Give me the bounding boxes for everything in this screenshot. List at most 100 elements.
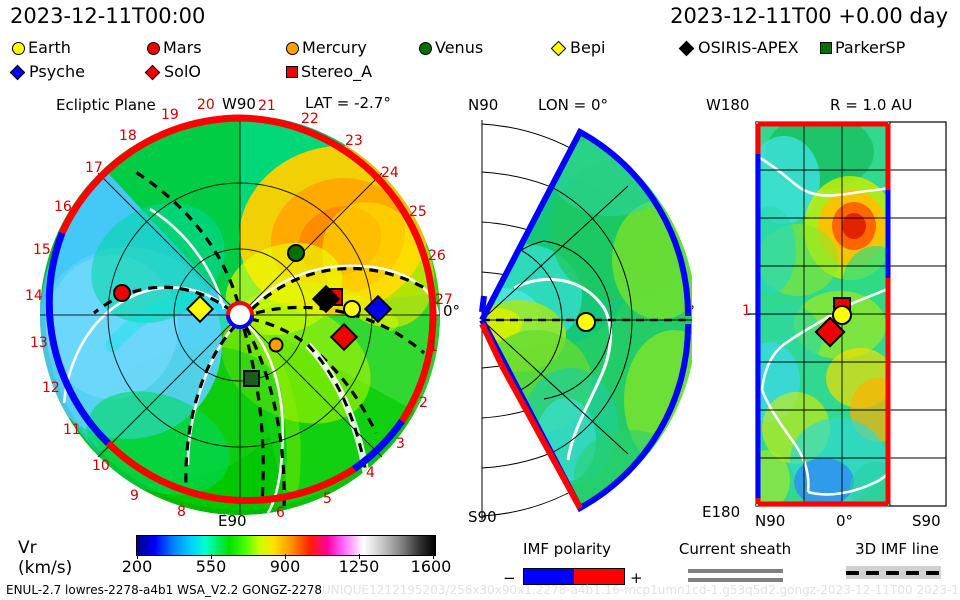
earth-marker-carrington <box>832 305 852 325</box>
colorbar-tick-550: 550 <box>195 557 227 576</box>
legend-item-bepi: Bepi <box>550 38 606 58</box>
current-sheath-line-1 <box>688 569 783 573</box>
bepi-marker <box>185 294 215 324</box>
legend-label: OSIRIS-APEX <box>698 38 799 57</box>
tick-6: 6 <box>276 505 285 521</box>
tick-19: 19 <box>161 107 179 123</box>
parkersp-marker <box>243 370 260 387</box>
ecliptic-heatmap <box>38 113 442 517</box>
imf-3d-line-sample <box>846 566 941 579</box>
legend-label: Psyche <box>29 62 85 81</box>
parkersp-icon <box>820 42 832 54</box>
ecliptic-panel-title: Ecliptic Plane <box>56 96 156 114</box>
legend-label: Earth <box>28 38 71 57</box>
ecliptic-body-markers <box>113 244 393 387</box>
ecliptic-top-label: W90 <box>222 95 256 113</box>
tick-2: 2 <box>419 395 428 411</box>
earth-marker-meridional <box>576 312 596 332</box>
tick-1: 1 <box>429 339 438 355</box>
legend-item-mars: Mars <box>147 38 202 58</box>
colorbar-tick-1600: 1600 <box>410 557 452 576</box>
ecliptic-plane-plot <box>20 105 440 525</box>
venus-icon <box>419 41 432 55</box>
right-timestamp: 2023-12-11T00 +0.00 day <box>670 4 948 28</box>
stereo-a-icon <box>286 66 298 78</box>
tick-24: 24 <box>381 165 399 181</box>
legend-item-venus: Venus <box>419 38 483 58</box>
carrington-bottom-label: E180 <box>702 503 741 521</box>
earth-marker <box>343 300 361 318</box>
ecliptic-bottom-label: E90 <box>218 512 247 530</box>
meridional-plane-plot <box>462 110 697 530</box>
imf-polarity-minus: − <box>503 569 516 587</box>
ecliptic-heatmap-svg <box>40 114 440 515</box>
legend-label: Venus <box>435 38 484 57</box>
earth-icon <box>12 41 25 55</box>
tick-15: 15 <box>33 242 51 258</box>
imf-3d-line-title: 3D IMF line <box>855 540 939 558</box>
solo-marker-carrington <box>814 316 846 348</box>
legend-label: Mercury <box>302 38 367 57</box>
legend-item-osiris-apex: OSIRIS-APEX <box>678 38 799 58</box>
meridional-svg <box>479 120 697 520</box>
carrington-top-label: W180 <box>706 96 750 114</box>
imf-polarity-plus: + <box>630 569 643 587</box>
legend-item-earth: Earth <box>12 38 71 58</box>
solo-icon <box>144 64 161 80</box>
current-sheath-title: Current sheath <box>678 540 792 558</box>
legend-label: Mars <box>163 38 202 57</box>
mercury-marker <box>268 337 284 353</box>
colorbar-tick-200: 200 <box>121 557 153 576</box>
colorbar-tick-1250: 1250 <box>338 557 380 576</box>
tick-3: 3 <box>396 436 405 452</box>
tick-21: 21 <box>258 98 276 114</box>
legend-item-parkersp: ParkerSP <box>820 38 905 58</box>
tick-16: 16 <box>54 199 72 215</box>
tick-4: 4 <box>366 465 375 481</box>
tick-17: 17 <box>85 160 103 176</box>
current-sheath-line-2 <box>688 578 783 582</box>
carrington-x-center: 0° <box>836 512 854 530</box>
tick-9: 9 <box>130 488 139 504</box>
carrington-panel-title: R = 1.0 AU <box>830 96 913 114</box>
imf-3d-line-dashes <box>846 571 941 575</box>
meridional-panel-title: LON = 0° <box>538 96 608 114</box>
tick-8: 8 <box>177 504 186 520</box>
psyche-marker <box>363 294 393 324</box>
legend-row-secondary: Psyche SolO Stereo_A <box>0 62 960 82</box>
tick-13: 13 <box>30 335 48 351</box>
meridional-top-label: N90 <box>468 96 499 114</box>
solo-marker <box>329 322 359 352</box>
left-timestamp: 2023-12-11T00:00 <box>10 4 206 28</box>
tick-14: 14 <box>25 288 43 304</box>
legend-label: Stereo_A <box>301 62 373 81</box>
legend-label: Bepi <box>570 38 606 57</box>
tick-27: 27 <box>435 292 453 308</box>
venus-marker <box>287 244 305 262</box>
tick-23: 23 <box>345 133 363 149</box>
carrington-svg <box>748 121 947 507</box>
legend-item-stereo-a: Stereo_A <box>286 62 372 82</box>
watermark-footer: UNIQUE1212195203/256x30x90x1.2278-a4b1.1… <box>322 583 960 597</box>
ecliptic-lat-label: LAT = -2.7° <box>305 94 391 112</box>
model-id-footer: ENUL-2.7 lowres-2278-a4b1 WSA_V2.2 GONGZ… <box>6 583 323 597</box>
mars-marker <box>113 284 131 302</box>
tick-22: 22 <box>301 111 319 127</box>
carrington-y-tick: 1 <box>742 303 751 319</box>
osiris-apex-marker <box>311 284 341 314</box>
legend-item-mercury: Mercury <box>286 38 367 58</box>
legend-label: SolO <box>164 62 201 81</box>
legend-item-solo: SolO <box>144 62 201 82</box>
legend-item-psyche: Psyche <box>9 62 85 82</box>
tick-26: 26 <box>428 248 446 264</box>
colorbar-gradient <box>136 535 436 556</box>
colorbar-tick-900: 900 <box>269 557 301 576</box>
imf-polarity-title: IMF polarity <box>523 540 611 558</box>
imf-polarity-bar <box>523 568 625 585</box>
tick-25: 25 <box>409 204 427 220</box>
colorbar-label: Vr (km/s) <box>18 538 73 578</box>
legend-label: ParkerSP <box>835 38 906 57</box>
mercury-icon <box>286 41 299 55</box>
bepi-icon <box>550 40 567 56</box>
carrington-map-plot <box>700 110 950 530</box>
